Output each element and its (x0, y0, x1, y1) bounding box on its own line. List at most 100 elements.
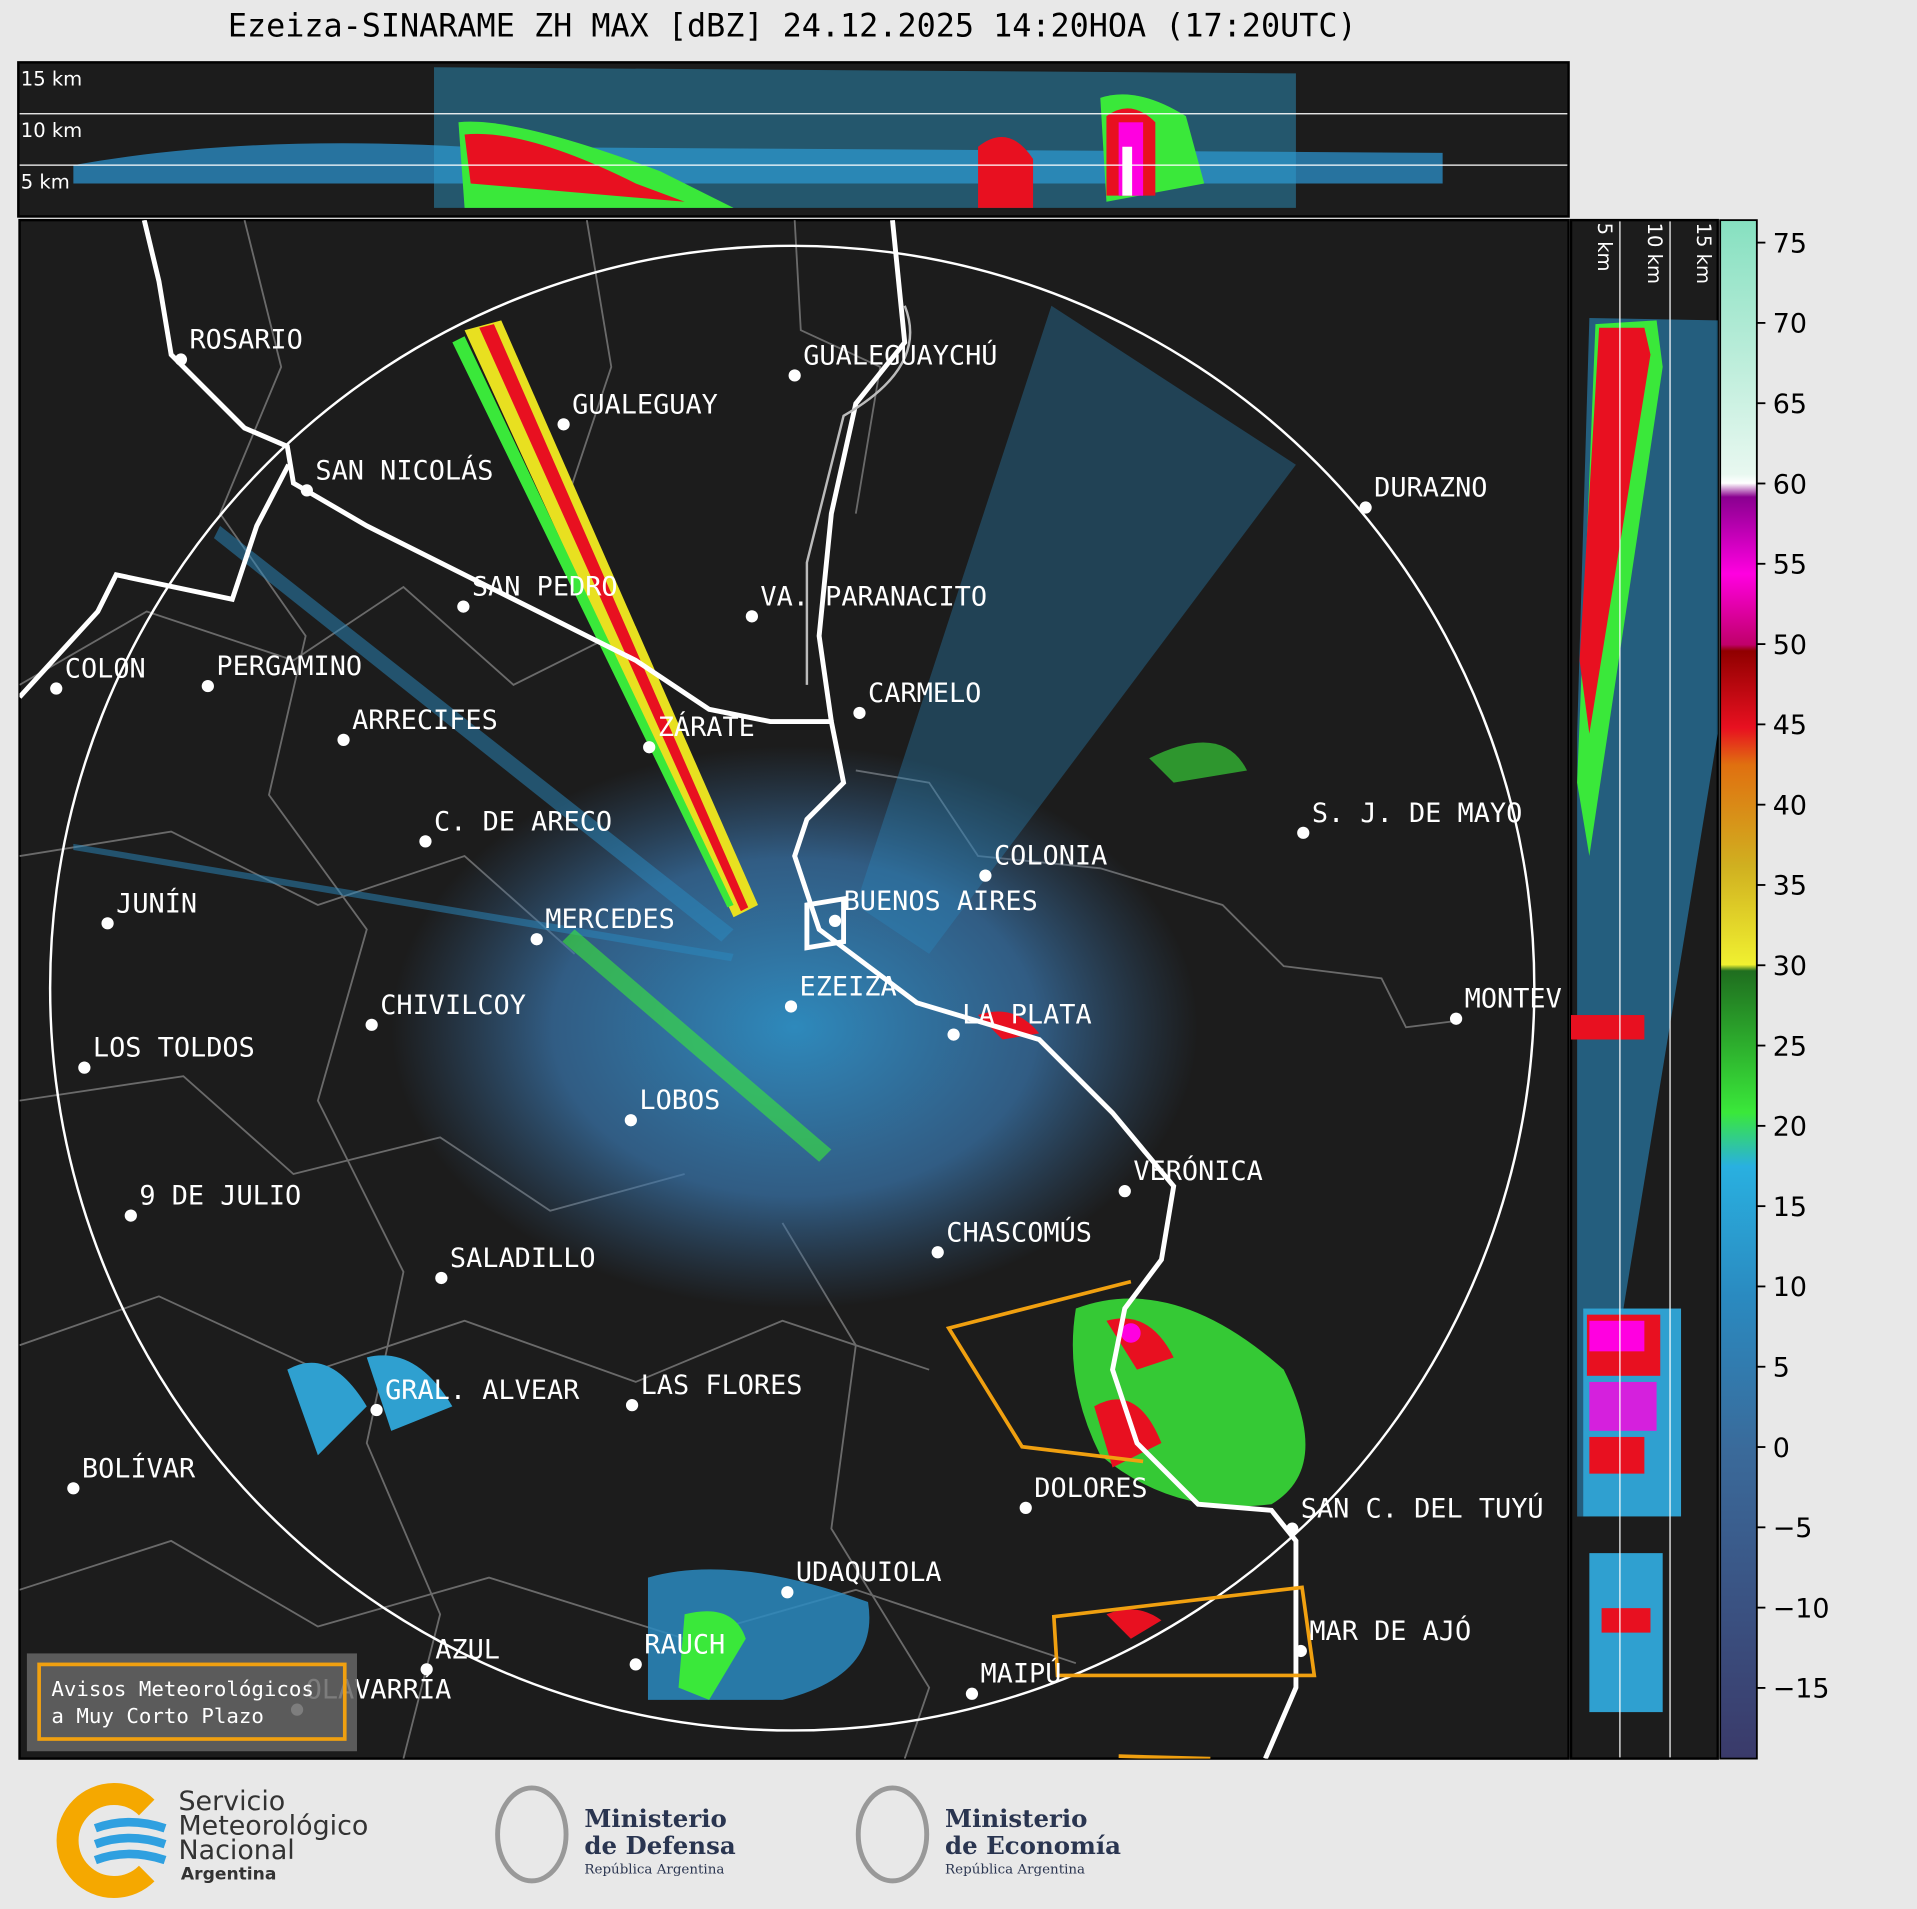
warning-box: Avisos Meteorológicos a Muy Corto Plazo (26, 1653, 357, 1752)
city-label: CARMELO (868, 678, 981, 709)
city-dot (337, 733, 350, 746)
colorbar-tick-label: 70 (1773, 309, 1807, 340)
colorbar-tick-label: −15 (1773, 1674, 1830, 1705)
city-dot (629, 1658, 642, 1671)
city-label: CHASCOMÚS (946, 1216, 1092, 1248)
city-dot (201, 679, 214, 693)
city-dot (947, 1028, 960, 1041)
colorbar-tick-label: −10 (1773, 1593, 1830, 1624)
colorbar-tick-label: −5 (1773, 1513, 1813, 1544)
city-dot (1286, 1522, 1299, 1535)
city-label: C. DE ARECO (434, 806, 612, 837)
colorbar-tick-label: 10 (1773, 1272, 1807, 1303)
city-label: GUALEGUAY (572, 389, 718, 420)
city-label: DOLORES (1034, 1473, 1147, 1504)
city-label: GUALEGUAYCHÚ (803, 339, 997, 371)
logo-text: República Argentina (945, 1863, 1085, 1878)
city-dot (784, 1000, 798, 1013)
city-label: PERGAMINO (216, 651, 362, 682)
logo-text: Nacional (178, 1835, 294, 1866)
city-label: CHIVILCOY (380, 990, 526, 1021)
map: ROSARIO GUALEGUAYCHÚ GUALEGUAY SAN NICOLÁS D… (18, 218, 1570, 1760)
city-label: COLONIA (994, 841, 1107, 872)
warning-text: Avisos Meteorológicos (51, 1677, 314, 1701)
city-dot (530, 933, 543, 946)
city-label: MAIPÚ (981, 1658, 1062, 1690)
city-dot (965, 1687, 979, 1700)
city-dot (828, 914, 842, 927)
city-label: MONTEV (1465, 984, 1562, 1015)
city-label: DURAZNO (1374, 473, 1487, 504)
city-dot (1019, 1501, 1032, 1514)
height-label: 5 km (21, 170, 70, 193)
colorbar-tick-label: 35 (1773, 871, 1807, 902)
city-dot (365, 1018, 378, 1031)
city-dot (419, 835, 432, 848)
colorbar-tick-label: 25 (1773, 1031, 1807, 1062)
city-label: VA. PARANACITO (760, 581, 987, 612)
city-label: COLON (65, 654, 146, 685)
height-label: 15 km (1692, 223, 1715, 284)
height-label: 5 km (1593, 223, 1616, 272)
city-label: LOS TOLDOS (93, 1033, 255, 1064)
logo-text: Argentina (181, 1865, 276, 1885)
city-dot (1449, 1012, 1463, 1025)
city-label: SAN NICOLÁS (315, 454, 493, 486)
city-dot (788, 369, 801, 382)
height-label: 15 km (21, 68, 82, 91)
city-label: EZEIZA (800, 971, 897, 1002)
city-label: UDAQUIOLA (796, 1557, 942, 1588)
city-label: BUENOS AIRES (844, 886, 1038, 917)
city-dot (174, 353, 188, 366)
city-label: ZÁRATE (658, 711, 755, 743)
city-label: S. J. DE MAYO (1312, 798, 1522, 829)
city-dot (979, 869, 992, 882)
colorbar-tick-label: 45 (1773, 710, 1807, 741)
city-label: RAUCH (644, 1629, 725, 1660)
city-dot (745, 610, 758, 623)
city-dot (643, 741, 656, 754)
colorbar-tick-label: 5 (1773, 1353, 1790, 1384)
city-label: JUNÍN (116, 887, 197, 919)
logo-text: Meteorológico (178, 1810, 368, 1841)
colorbar-tick-label: 55 (1773, 550, 1807, 581)
logo-text: de Economía (945, 1831, 1121, 1860)
colorbar-tick-label: 50 (1773, 630, 1807, 661)
colorbar-tick-label: 65 (1773, 389, 1807, 420)
city-dot (101, 917, 114, 930)
city-label: LAS FLORES (641, 1370, 803, 1401)
colorbar-tick-label: 30 (1773, 951, 1807, 982)
city-dot (853, 706, 866, 720)
city-dot (781, 1586, 794, 1599)
city-dot (78, 1061, 91, 1074)
city-dot (1359, 501, 1372, 514)
city-label: 9 DE JULIO (139, 1181, 301, 1212)
side-panel: 5 km 10 km 15 km (1569, 218, 1719, 1760)
logo-text: Ministerio (584, 1804, 726, 1833)
city-label: SAN C. DEL TUYÚ (1301, 1493, 1544, 1525)
city-dot (1294, 1644, 1307, 1658)
city-label: SAN PEDRO (472, 572, 618, 603)
logo-text: República Argentina (584, 1863, 724, 1878)
city-dot (370, 1403, 383, 1417)
city-dot (50, 682, 63, 695)
city-dot (300, 484, 313, 497)
height-label: 10 km (1643, 223, 1666, 284)
city-label: GRAL. ALVEAR (385, 1375, 580, 1406)
city-dot (625, 1399, 639, 1412)
title: Ezeiza-SINARAME ZH MAX [dBZ] 24.12.2025 … (228, 8, 1357, 45)
city-dot (124, 1209, 137, 1222)
city-label: MAR DE AJÓ (1309, 1615, 1471, 1647)
colorbar-tick-label: 15 (1773, 1192, 1807, 1223)
city-dot (435, 1271, 448, 1285)
logo-text: Servicio (178, 1786, 285, 1817)
logo-text: de Defensa (584, 1831, 735, 1860)
city-label: ARRECIFES (352, 705, 498, 736)
top-panel: 15 km 10 km 5 km (17, 61, 1570, 218)
city-dot (1118, 1185, 1131, 1198)
city-dot (420, 1663, 433, 1676)
city-label: LOBOS (639, 1085, 720, 1116)
city-label: VERÓNICA (1133, 1155, 1263, 1187)
colorbar-tick-label: 75 (1773, 228, 1807, 259)
